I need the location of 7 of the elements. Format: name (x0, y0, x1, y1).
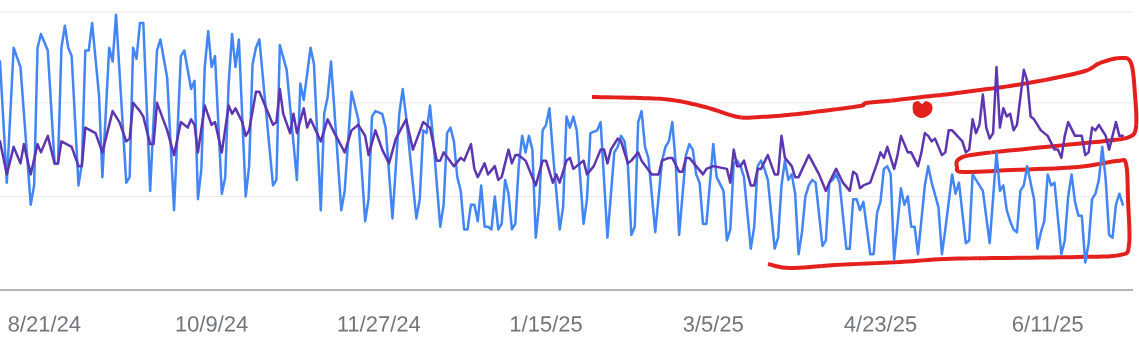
x-tick-label: 10/9/24 (176, 315, 248, 332)
x-tick-label: 1/15/25 (511, 315, 582, 332)
x-tick-label: 6/11/25 (1012, 315, 1083, 332)
x-tick-label: 4/23/25 (844, 315, 917, 332)
x-tick-label: 11/27/24 (338, 315, 421, 332)
x-tick-label: 8/21/24 (8, 315, 81, 332)
x-tick-label: 3/5/25 (683, 315, 743, 332)
